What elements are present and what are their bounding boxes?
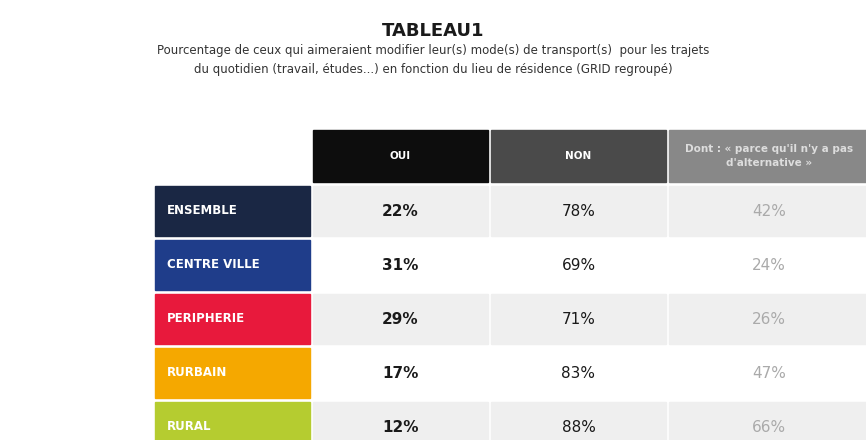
Bar <box>155 186 310 236</box>
Bar <box>669 240 866 290</box>
Bar <box>669 186 866 236</box>
Text: 26%: 26% <box>752 312 786 326</box>
Text: TABLEAU1: TABLEAU1 <box>382 22 484 40</box>
Text: 69%: 69% <box>561 257 596 272</box>
Text: 47%: 47% <box>752 366 786 381</box>
Bar <box>491 402 666 440</box>
Text: ENSEMBLE: ENSEMBLE <box>167 205 238 217</box>
Text: NON: NON <box>565 151 591 161</box>
Text: 66%: 66% <box>752 419 786 434</box>
Text: CENTRE VILLE: CENTRE VILLE <box>167 258 260 271</box>
Bar <box>155 348 310 398</box>
Text: Dont : « parce qu'il n'y a pas
d'alternative »: Dont : « parce qu'il n'y a pas d'alterna… <box>685 144 853 168</box>
Bar <box>155 402 310 440</box>
Bar <box>491 348 666 398</box>
Bar <box>155 294 310 344</box>
Text: 22%: 22% <box>382 203 419 219</box>
Text: 78%: 78% <box>561 203 596 219</box>
Bar <box>313 130 488 182</box>
Bar <box>491 186 666 236</box>
Bar <box>491 294 666 344</box>
Text: 71%: 71% <box>561 312 596 326</box>
Text: PERIPHERIE: PERIPHERIE <box>167 312 245 326</box>
Text: 88%: 88% <box>561 419 596 434</box>
Text: RURBAIN: RURBAIN <box>167 367 228 379</box>
Text: 83%: 83% <box>561 366 596 381</box>
Text: 29%: 29% <box>382 312 419 326</box>
Bar <box>313 186 488 236</box>
Text: Pourcentage de ceux qui aimeraient modifier leur(s) mode(s) de transport(s)  pou: Pourcentage de ceux qui aimeraient modif… <box>157 44 709 76</box>
Bar <box>491 240 666 290</box>
Text: OUI: OUI <box>390 151 411 161</box>
Bar <box>313 402 488 440</box>
Bar <box>491 130 666 182</box>
Bar <box>669 130 866 182</box>
Bar <box>313 348 488 398</box>
Text: 31%: 31% <box>382 257 418 272</box>
Text: 24%: 24% <box>752 257 786 272</box>
Bar <box>155 240 310 290</box>
Text: 42%: 42% <box>752 203 786 219</box>
Bar <box>669 294 866 344</box>
Text: RURAL: RURAL <box>167 421 211 433</box>
Bar <box>313 294 488 344</box>
Bar <box>669 402 866 440</box>
Text: 12%: 12% <box>382 419 419 434</box>
Bar <box>669 348 866 398</box>
Text: 17%: 17% <box>382 366 418 381</box>
Bar <box>313 240 488 290</box>
